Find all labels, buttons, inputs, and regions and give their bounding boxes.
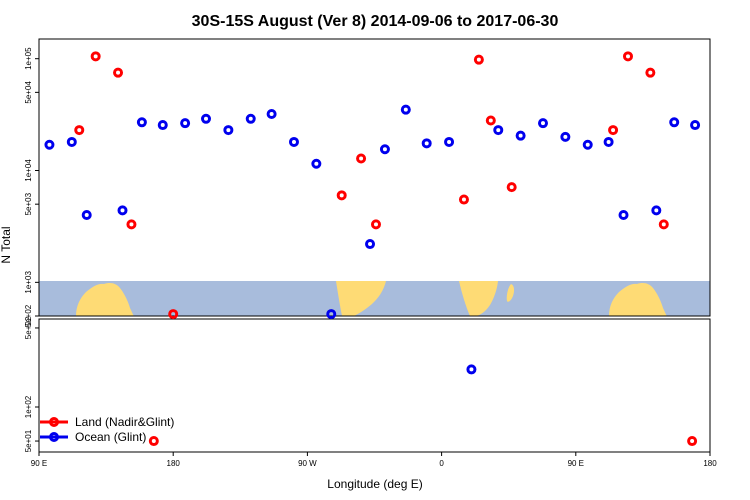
ocean-point <box>117 205 128 216</box>
land-point <box>608 125 619 136</box>
ocean-point <box>66 136 77 147</box>
upper-y-tick-label: 5e+04 <box>24 81 33 104</box>
ocean-point <box>421 138 432 149</box>
lower-panel-frame <box>38 318 711 453</box>
land-point <box>168 309 179 320</box>
ocean-point <box>180 118 191 129</box>
x-tick-label: 180 <box>167 459 181 468</box>
land-point <box>90 51 101 62</box>
x-tick-label: 90 E <box>568 459 584 468</box>
land-point <box>473 54 484 65</box>
legend-marker-ocean <box>49 432 59 442</box>
land-point <box>658 219 669 230</box>
ocean-point <box>582 139 593 150</box>
africa-landmass <box>459 281 498 316</box>
ocean-point <box>603 136 614 147</box>
ocean-point <box>466 364 477 375</box>
land-point <box>336 190 347 201</box>
ocean-point <box>136 117 147 128</box>
ocean-point <box>223 125 234 136</box>
upper-y-tick-label: 1e+04 <box>24 159 33 182</box>
land-point <box>485 115 496 126</box>
ocean-point <box>365 239 376 250</box>
land-point <box>458 194 469 205</box>
ocean-point <box>669 117 680 128</box>
legend-marker-land <box>49 417 59 427</box>
ocean-point <box>245 113 256 124</box>
y-axis-label: N Total <box>0 226 13 263</box>
upper-y-tick-label: 1e+03 <box>24 271 33 294</box>
ocean-point <box>288 136 299 147</box>
land-point <box>687 436 698 447</box>
x-tick-label: 90 E <box>31 459 47 468</box>
lower-y-axis: 5e+01 1e+02 5e+02 <box>24 316 39 452</box>
land-point <box>356 153 367 164</box>
upper-y-tick-label: 5e+03 <box>24 192 33 215</box>
x-axis: 90 E 180 90 W 0 90 E 180 <box>31 452 717 468</box>
world-map-strip <box>39 281 710 316</box>
x-axis-label: Longitude (deg E) <box>327 477 422 491</box>
ocean-point <box>493 125 504 136</box>
upper-y-tick-label: 1e+05 <box>24 47 33 70</box>
lower-y-tick-label: 1e+02 <box>24 395 33 418</box>
ocean-point <box>266 109 277 120</box>
x-tick-label: 180 <box>703 459 717 468</box>
land-point <box>126 219 137 230</box>
ocean-point <box>81 210 92 221</box>
upper-y-tick-label: 5e+02 <box>24 304 33 327</box>
australia-landmass <box>76 283 134 316</box>
land-point <box>645 67 656 78</box>
chart-title: 30S-15S August (Ver 8) 2014-09-06 to 201… <box>192 13 559 30</box>
ocean-point <box>618 210 629 221</box>
ocean-point <box>311 158 322 169</box>
upper-y-axis: 5e+02 1e+03 5e+03 1e+04 5e+04 1e+05 <box>24 47 39 327</box>
ocean-point <box>537 118 548 129</box>
ocean-point <box>157 120 168 131</box>
ocean-point <box>651 205 662 216</box>
australia-landmass-repeat <box>609 283 667 316</box>
lower-y-tick-label: 5e+01 <box>24 429 33 452</box>
land-point <box>113 67 124 78</box>
ocean-point <box>560 131 571 142</box>
data-points <box>44 51 701 447</box>
land-point <box>74 125 85 136</box>
land-point <box>506 182 517 193</box>
legend-label-ocean: Ocean (Glint) <box>75 430 146 444</box>
ocean-point <box>379 144 390 155</box>
land-point <box>148 436 159 447</box>
ocean-point <box>515 130 526 141</box>
legend-label-land: Land (Nadir&Glint) <box>75 415 174 429</box>
x-tick-label: 0 <box>439 459 444 468</box>
south-america-landmass <box>336 281 386 316</box>
upper-panel-frame <box>38 38 711 317</box>
madagascar-landmass <box>506 284 515 302</box>
ocean-point <box>201 113 212 124</box>
lower-y-tick-label: 5e+02 <box>24 316 33 339</box>
ocean-point <box>444 136 455 147</box>
land-point <box>622 51 633 62</box>
x-tick-label: 90 W <box>298 459 317 468</box>
legend: Land (Nadir&Glint) Ocean (Glint) <box>40 415 174 444</box>
ocean-point <box>400 104 411 115</box>
ocean-point <box>44 139 55 150</box>
ocean-point <box>690 120 701 131</box>
land-point <box>370 219 381 230</box>
ocean-point <box>326 309 337 320</box>
